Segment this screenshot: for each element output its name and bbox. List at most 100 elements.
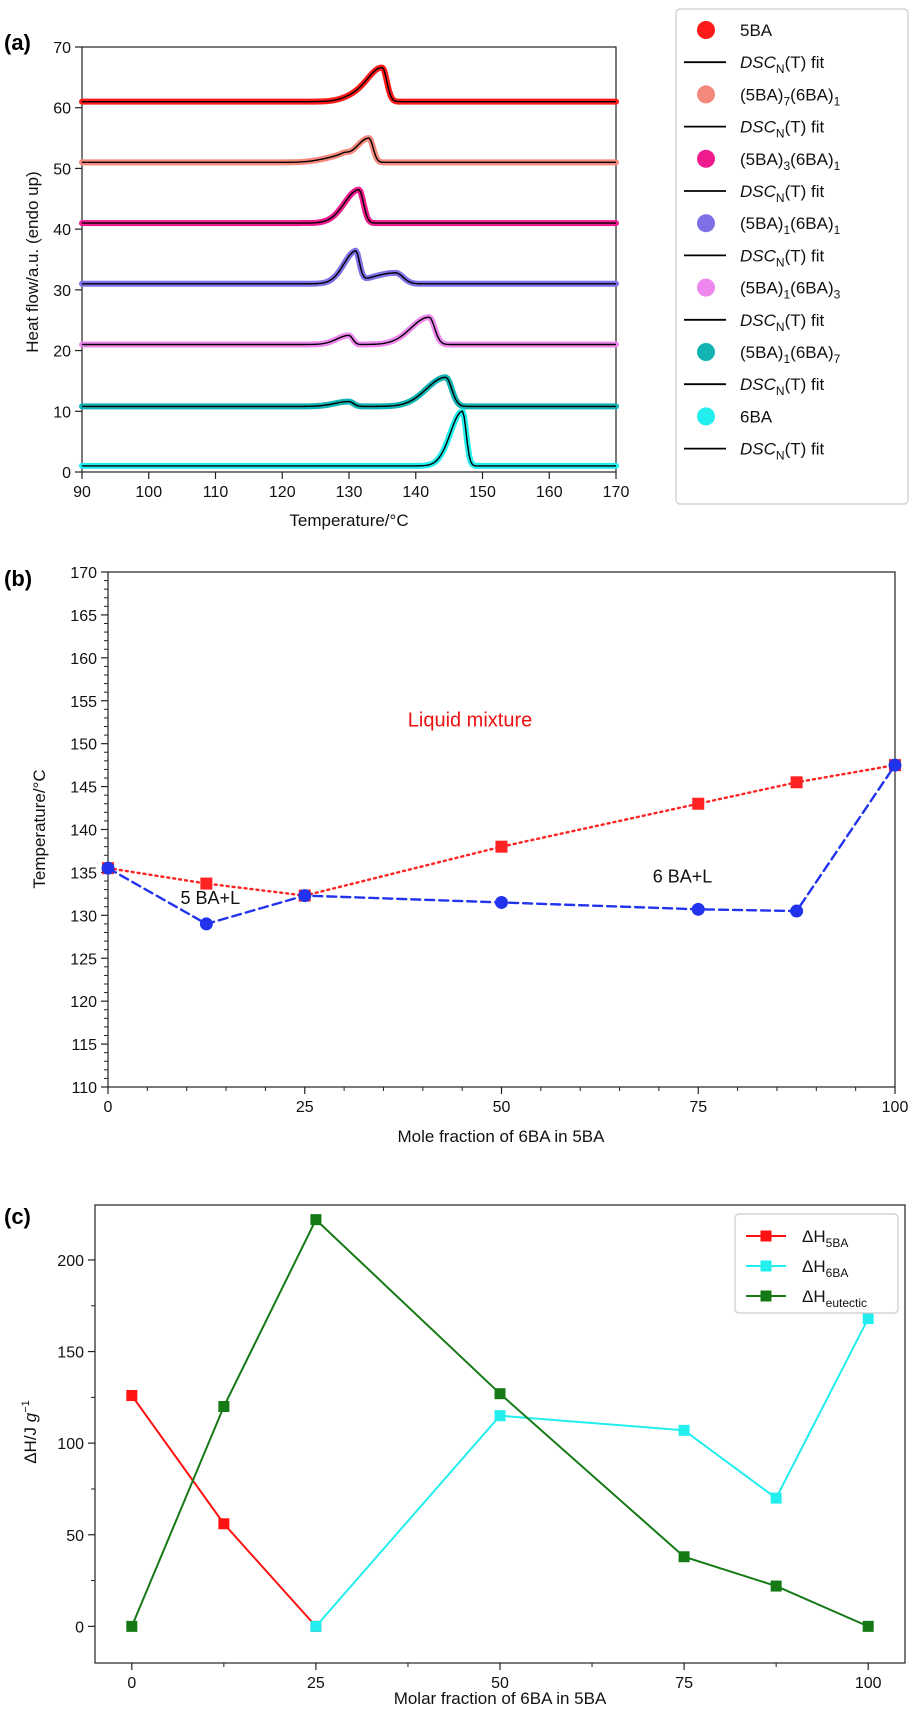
enthalpy-point [494, 1388, 506, 1400]
phase-point [495, 895, 508, 909]
legend-marker [697, 407, 715, 426]
y-tick-label: 170 [70, 565, 97, 582]
phase-series-group [102, 759, 901, 902]
legend-fit-label: DSCN(T) fit [740, 375, 825, 398]
phase-point [200, 877, 213, 890]
y-tick-label: 115 [71, 1037, 97, 1054]
legend-marker [760, 1290, 772, 1302]
legend-label: ΔH6BA [802, 1257, 848, 1280]
y-tick-label: 140 [70, 823, 97, 840]
dsc-measured-curve [79, 186, 619, 227]
legend-series-label: (5BA)1(6BA)3 [740, 279, 841, 302]
panel-c-ylabel: ΔH/J g−1 [20, 1400, 40, 1464]
y-tick-label: 150 [57, 1345, 84, 1362]
x-tick-label: 150 [469, 484, 496, 501]
legend-marker [697, 149, 715, 168]
phase-point [101, 861, 115, 875]
dsc-measured-curve [79, 135, 619, 166]
enthalpy-point [678, 1424, 690, 1436]
phase-line [106, 763, 897, 897]
y-tick-label: 125 [70, 951, 97, 968]
dsc-fit-curve [82, 188, 616, 224]
enthalpy-point [310, 1620, 322, 1632]
enthalpy-point [126, 1620, 138, 1632]
legend-fit-label: DSCN(T) fit [740, 311, 825, 334]
panel-a-xlabel: Temperature/°C [289, 511, 408, 530]
enthalpy-point [218, 1401, 230, 1413]
panel-c-legend-box [734, 1213, 899, 1314]
x-tick-label: 100 [882, 1099, 909, 1116]
dsc-fit-curve [82, 66, 616, 103]
panel-b-phase-diagram: (b) 0 25 50 75 100 110 115 120 125 130 135 140 145 15… [4, 565, 908, 1146]
enthalpy-point [494, 1410, 506, 1422]
legend-label: ΔH5BA [802, 1227, 848, 1250]
x-tick-label: 120 [269, 484, 296, 501]
legend-fit-label: DSCN(T) fit [740, 118, 825, 141]
dsc-measured-curve [79, 314, 619, 348]
x-tick-label: 50 [493, 1099, 511, 1116]
enthalpy-series-group [126, 1390, 322, 1632]
region-annotation: 5 BA+L [181, 888, 241, 908]
enthalpy-series-group [126, 1214, 874, 1632]
phase-point [495, 840, 508, 853]
dsc-fit-curve [82, 249, 616, 285]
enthalpy-series-group [310, 1313, 874, 1632]
dsc-fit-curve [82, 137, 616, 164]
region-annotation: Liquid mixture [408, 710, 533, 732]
phase-point [692, 797, 705, 810]
x-tick-label: 110 [203, 484, 229, 501]
dsc-measured-curve [79, 408, 619, 469]
panel-a-legend-box [675, 8, 909, 505]
legend-marker [697, 214, 715, 233]
x-tick-label: 170 [603, 484, 630, 501]
enthalpy-line [315, 1318, 870, 1628]
legend-fit-label: DSCN(T) fit [740, 182, 825, 205]
x-tick-label: 0 [127, 1675, 136, 1692]
panel-a-dsc-curves: (a) 90 100 110 120 130 140 150 160 170 0 10 20 30 40 5… [4, 8, 909, 530]
panel-b-xlabel: Mole fraction of 6BA in 5BA [398, 1127, 606, 1146]
panel-b-series [101, 758, 902, 931]
enthalpy-point [678, 1551, 690, 1563]
region-annotation: 6 BA+L [653, 867, 713, 887]
dsc-series-group [79, 247, 619, 287]
legend-marker [697, 343, 715, 361]
y-tick-label: 60 [53, 101, 71, 118]
x-tick-label: 100 [855, 1675, 882, 1692]
panel-c-series [126, 1214, 874, 1632]
enthalpy-point [218, 1518, 230, 1530]
panel-c-axes: 0 25 50 75 100 0 50 100 150 200 [57, 1253, 881, 1692]
y-tick-label: 155 [70, 694, 97, 711]
dsc-series-group [79, 314, 619, 348]
phase-point [790, 776, 803, 789]
y-tick-label: 30 [53, 283, 71, 300]
y-tick-label: 135 [70, 865, 97, 882]
enthalpy-point [862, 1313, 874, 1325]
phase-point [199, 917, 213, 931]
x-tick-label: 75 [675, 1675, 693, 1692]
panel-b-label: (b) [4, 566, 32, 591]
y-tick-label: 20 [53, 344, 71, 361]
legend-fit-label: DSCN(T) fit [740, 440, 825, 463]
y-tick-label: 150 [70, 737, 97, 754]
x-tick-label: 90 [73, 484, 91, 501]
dsc-series-group [79, 186, 619, 227]
legend-marker [697, 278, 715, 297]
panel-b-plot-frame [107, 571, 896, 1088]
x-tick-label: 130 [336, 484, 363, 501]
phase-point [790, 904, 804, 918]
y-tick-label: 110 [71, 1080, 97, 1097]
y-tick-label: 50 [66, 1528, 84, 1545]
y-tick-label: 50 [53, 161, 71, 178]
y-tick-label: 70 [53, 40, 71, 57]
legend-fit-label: DSCN(T) fit [740, 53, 825, 76]
x-tick-label: 0 [104, 1099, 113, 1116]
legend-series-label: (5BA)3(6BA)1 [740, 150, 841, 173]
legend-series-label: (5BA)7(6BA)1 [740, 85, 841, 108]
phase-series-group [101, 758, 902, 931]
panel-c-label: (c) [4, 1204, 31, 1229]
y-tick-label: 10 [53, 404, 71, 421]
dsc-fit-curve [82, 316, 616, 346]
dsc-series-group [79, 374, 619, 410]
x-tick-label: 50 [491, 1675, 509, 1692]
